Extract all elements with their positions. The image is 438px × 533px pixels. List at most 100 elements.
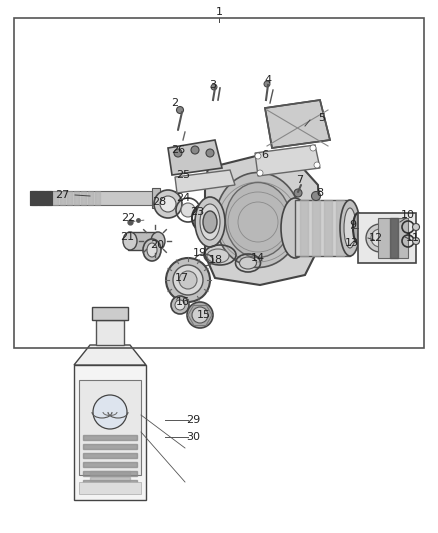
Text: 12: 12 [369, 233, 383, 243]
Bar [53, 191, 58, 205]
Ellipse shape [344, 208, 356, 248]
Text: 23: 23 [190, 207, 204, 217]
Polygon shape [265, 100, 330, 148]
Text: 24: 24 [176, 193, 190, 203]
Circle shape [206, 149, 214, 157]
Circle shape [181, 203, 195, 217]
Text: 21: 21 [120, 232, 134, 242]
Ellipse shape [353, 213, 363, 243]
Circle shape [173, 265, 203, 295]
Bar [83, 462, 137, 467]
Bar [14, 18, 424, 348]
Text: 25: 25 [176, 170, 190, 180]
Circle shape [413, 223, 420, 230]
Circle shape [311, 191, 321, 200]
Circle shape [294, 189, 302, 197]
Bar [295, 200, 350, 256]
Text: 6: 6 [261, 150, 268, 160]
Text: 5: 5 [318, 113, 325, 123]
Text: 20: 20 [150, 240, 164, 250]
Text: 2: 2 [171, 98, 179, 108]
Bar [79, 380, 141, 475]
Text: 13: 13 [345, 238, 359, 248]
Circle shape [175, 300, 185, 310]
Bar [312, 200, 320, 256]
Bar [324, 200, 332, 256]
Bar [46, 191, 51, 205]
Text: 27: 27 [55, 190, 69, 200]
Ellipse shape [240, 257, 257, 269]
Text: 22: 22 [121, 213, 135, 223]
Ellipse shape [151, 232, 165, 250]
Bar [83, 435, 137, 440]
Ellipse shape [281, 198, 309, 258]
Circle shape [314, 162, 320, 168]
Ellipse shape [203, 211, 217, 233]
Text: 16: 16 [176, 297, 190, 307]
Circle shape [211, 84, 217, 90]
Circle shape [177, 107, 184, 114]
Text: 29: 29 [186, 415, 200, 425]
Bar [152, 188, 160, 208]
Bar [300, 200, 308, 256]
Circle shape [413, 238, 420, 245]
Circle shape [358, 231, 366, 239]
Bar [90, 471, 130, 475]
Bar [74, 191, 79, 205]
Bar [32, 191, 37, 205]
Bar [60, 191, 65, 205]
Bar [96, 320, 124, 345]
Bar [358, 213, 416, 263]
Text: 19: 19 [193, 248, 207, 258]
Polygon shape [255, 145, 320, 176]
Polygon shape [175, 170, 235, 193]
Ellipse shape [200, 204, 220, 240]
Circle shape [179, 271, 197, 289]
Ellipse shape [215, 173, 300, 268]
Ellipse shape [207, 249, 229, 263]
Text: 3: 3 [209, 80, 216, 90]
Text: 15: 15 [197, 310, 211, 320]
Bar [81, 191, 86, 205]
Circle shape [257, 170, 263, 176]
Polygon shape [74, 345, 146, 365]
Text: 4: 4 [265, 75, 272, 85]
Circle shape [191, 146, 199, 154]
Ellipse shape [371, 229, 389, 247]
Bar [336, 200, 344, 256]
Bar [39, 191, 44, 205]
Circle shape [171, 296, 189, 314]
Ellipse shape [143, 239, 161, 261]
Text: 8: 8 [316, 188, 324, 198]
Bar [83, 480, 137, 485]
Polygon shape [168, 140, 222, 175]
Circle shape [255, 153, 261, 159]
Text: 28: 28 [152, 197, 166, 207]
Text: 17: 17 [175, 273, 189, 283]
Ellipse shape [147, 243, 157, 257]
Ellipse shape [340, 200, 360, 256]
Ellipse shape [366, 224, 394, 252]
Text: 1: 1 [215, 7, 223, 17]
Polygon shape [205, 155, 320, 285]
Ellipse shape [123, 232, 137, 250]
Circle shape [192, 307, 208, 323]
Bar [83, 453, 137, 458]
Text: 26: 26 [171, 145, 185, 155]
Circle shape [174, 149, 182, 157]
Bar [83, 471, 137, 476]
Circle shape [154, 190, 182, 218]
Text: 30: 30 [186, 432, 200, 442]
Bar [83, 444, 137, 449]
Bar [88, 191, 93, 205]
Circle shape [198, 209, 216, 227]
Circle shape [310, 145, 316, 151]
Circle shape [264, 81, 270, 87]
Bar [92, 307, 128, 320]
Text: 10: 10 [401, 210, 415, 220]
Circle shape [187, 302, 213, 328]
Circle shape [93, 395, 127, 429]
Text: 11: 11 [406, 233, 420, 243]
Bar [95, 191, 100, 205]
Bar [378, 218, 408, 258]
